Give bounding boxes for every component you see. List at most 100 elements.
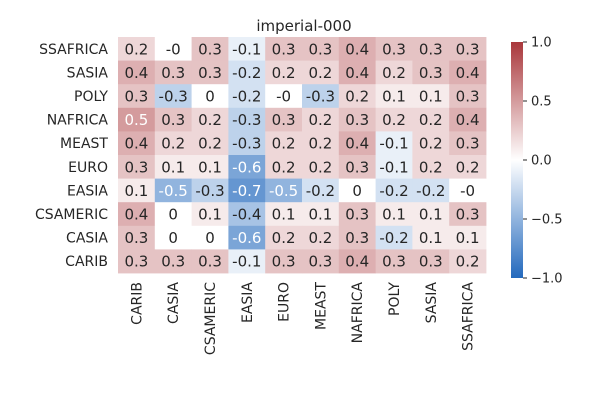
heatmap-cell	[154, 225, 192, 250]
heatmap-cell	[375, 202, 413, 227]
cell-value-label: 0.2	[198, 111, 222, 129]
heatmap-cell	[302, 225, 340, 250]
heatmap-cell	[191, 60, 229, 85]
cell-value-label: 0	[205, 88, 215, 106]
cell-value-label: 0.2	[272, 229, 296, 247]
cell-value-label: 0.4	[456, 111, 480, 129]
heatmap-cell	[154, 202, 192, 227]
heatmap-cell	[375, 60, 413, 85]
cell-value-label: 0.2	[419, 111, 443, 129]
heatmap-cell	[302, 178, 340, 203]
heatmap-cell	[412, 131, 450, 156]
heatmap-cell	[228, 84, 266, 109]
column-label: MEAST	[313, 282, 329, 330]
cell-value-label: 0.3	[382, 40, 406, 58]
cell-value-label: 0.4	[124, 206, 148, 224]
heatmap-cell	[412, 178, 450, 203]
cell-value-label: -0.1	[379, 158, 408, 176]
row-label: POLY	[74, 89, 108, 105]
heatmap-cell	[265, 84, 303, 109]
heatmap-cell	[412, 249, 450, 274]
heatmap-cell	[118, 107, 156, 132]
cell-value-label: 0	[352, 182, 362, 200]
heatmap-cell	[228, 37, 266, 61]
heatmap-cell	[375, 37, 413, 61]
cell-value-label: 0.2	[308, 111, 332, 129]
heatmap-cell	[265, 155, 303, 179]
cell-value-label: 0.3	[124, 158, 148, 176]
cell-value-label: 0.4	[124, 64, 148, 82]
cell-value-label: 0.2	[308, 135, 332, 153]
cell-value-label: 0.3	[345, 111, 369, 129]
heatmap-cell	[265, 60, 303, 85]
cell-value-label: -0.3	[306, 88, 335, 106]
cell-value-label: 0.4	[345, 40, 369, 58]
heatmap-cell	[302, 202, 340, 227]
heatmap-cell	[118, 84, 156, 109]
cell-value-label: 0.5	[124, 111, 148, 129]
cell-value-label: -0.7	[232, 182, 261, 200]
cell-value-label: -0.6	[232, 158, 261, 176]
cell-value-label: 0.3	[456, 40, 480, 58]
cell-value-label: -0.2	[232, 64, 261, 82]
cell-value-label: 0.3	[124, 253, 148, 271]
column-label: NAFRICA	[350, 282, 366, 344]
heatmap-cell	[412, 84, 450, 109]
cell-value-label: 0.1	[419, 88, 443, 106]
heatmap-cell	[375, 178, 413, 203]
cell-value-label: -0.2	[379, 229, 408, 247]
column-tick-labels: CARIB CASIA CSAMERIC EASIA EURO MEAST NAFRICA P…	[129, 282, 476, 355]
cell-value-label: 0.2	[456, 158, 480, 176]
heatmap-cell	[228, 202, 266, 227]
cell-value-label: 0.2	[272, 64, 296, 82]
heatmap-cell	[191, 131, 229, 156]
heatmap-cell	[154, 155, 192, 179]
heatmap-cell	[302, 60, 340, 85]
heatmap-cell	[412, 155, 450, 179]
cell-value-label: 0.1	[308, 206, 332, 224]
cell-value-label: -0.6	[232, 229, 261, 247]
heatmap-cell	[302, 84, 340, 109]
cell-value-label: 0.3	[419, 64, 443, 82]
heatmap-cells: 0.2 -0 0.3 -0.1 0.3 0.3 0.4 0.3 0.3 0.30.4 0.3 0.3-…	[118, 37, 487, 274]
cell-value-label: 0.1	[161, 158, 185, 176]
heatmap-cell	[449, 131, 487, 156]
cell-value-label: 0.3	[124, 229, 148, 247]
column-label: EASIA	[240, 282, 256, 323]
heatmap-cell	[265, 225, 303, 250]
cell-value-label: 0.1	[382, 206, 406, 224]
heatmap-cell	[228, 131, 266, 156]
cell-value-label: 0.1	[198, 158, 222, 176]
heatmap-cell	[191, 155, 229, 179]
cell-value-label: 0.3	[272, 40, 296, 58]
heatmap-cell	[118, 131, 156, 156]
cell-value-label: 0.2	[345, 88, 369, 106]
cell-value-label: 0.2	[161, 135, 185, 153]
cell-value-label: 0.1	[456, 229, 480, 247]
heatmap-cell	[265, 202, 303, 227]
cell-value-label: 0.4	[345, 253, 369, 271]
cell-value-label: 0.3	[272, 111, 296, 129]
colorbar-tick-label: −1.0	[531, 272, 563, 287]
cell-value-label: 0.1	[124, 182, 148, 200]
cell-value-label: 0.3	[456, 206, 480, 224]
cell-value-label: -0.3	[159, 88, 188, 106]
heatmap-cell	[265, 131, 303, 156]
cell-value-label: 0.1	[272, 206, 296, 224]
cell-value-label: 0.1	[419, 229, 443, 247]
heatmap-cell	[412, 225, 450, 250]
cell-value-label: 0.3	[345, 229, 369, 247]
cell-value-label: -0	[276, 88, 291, 106]
cell-value-label: 0.3	[198, 64, 222, 82]
cell-value-label: 0.2	[419, 135, 443, 153]
heatmap-cell	[302, 37, 340, 61]
cell-value-label: 0	[168, 229, 178, 247]
cell-value-label: -0.2	[416, 182, 445, 200]
colorbar-tick-label: 0.0	[531, 154, 552, 169]
heatmap-cell	[412, 202, 450, 227]
heatmap-cell	[302, 107, 340, 132]
heatmap-cell	[228, 249, 266, 274]
heatmap-cell	[449, 249, 487, 274]
heatmap-cell	[191, 178, 229, 203]
